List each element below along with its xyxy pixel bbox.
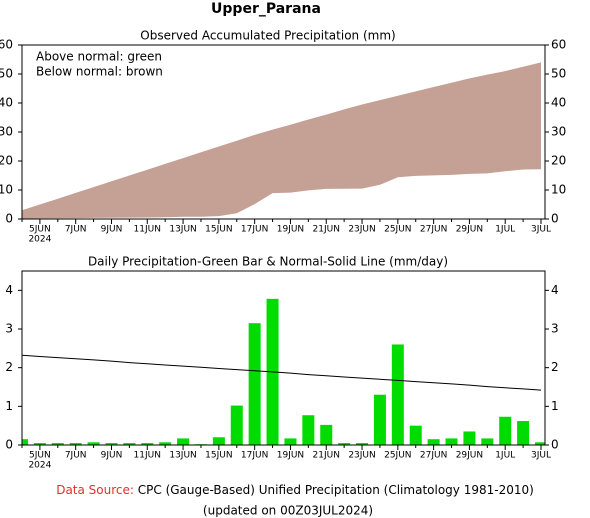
annotation: Above normal: green bbox=[36, 50, 162, 64]
y2-tick-label: 50 bbox=[551, 67, 566, 81]
bar bbox=[284, 438, 297, 445]
normal-line bbox=[21, 354, 542, 391]
x-tick-label: 27JUN bbox=[420, 451, 447, 461]
x-tick-label: 29JUN bbox=[456, 451, 483, 461]
x-tick-label: 19JUN bbox=[277, 225, 304, 235]
bar bbox=[535, 442, 545, 445]
main-title: Upper_Parana bbox=[211, 1, 321, 17]
bar bbox=[427, 439, 440, 445]
x-tick-label: 23JUN bbox=[348, 451, 375, 461]
x-tick-label: 15JUN bbox=[205, 225, 232, 235]
y2-tick-label: 20 bbox=[551, 154, 566, 168]
y-tick-label: 40 bbox=[0, 96, 13, 110]
x-tick-label: 3JUL bbox=[531, 225, 551, 235]
bar bbox=[373, 394, 386, 445]
annotation: Below normal: brown bbox=[36, 65, 163, 79]
bar bbox=[177, 438, 190, 445]
y-tick-label: 60 bbox=[0, 38, 13, 52]
plot-frame bbox=[21, 270, 546, 446]
y2-tick-label: 0 bbox=[551, 212, 559, 226]
y-tick-label: 20 bbox=[0, 154, 13, 168]
x-tick-label: 17JUN bbox=[241, 225, 268, 235]
bar bbox=[499, 416, 512, 445]
bar bbox=[212, 437, 225, 445]
y2-tick-label: 2 bbox=[551, 360, 559, 374]
bar bbox=[338, 443, 351, 445]
x-tick-label: 23JUN bbox=[348, 225, 375, 235]
bar bbox=[230, 405, 243, 445]
bar bbox=[302, 415, 315, 445]
bar bbox=[159, 442, 172, 445]
y-tick-label: 4 bbox=[5, 283, 13, 297]
bar bbox=[409, 425, 422, 445]
x-tick-label: 19JUN bbox=[277, 451, 304, 461]
bar bbox=[391, 344, 404, 445]
x-tick-label: 7JUN bbox=[65, 225, 87, 235]
y2-tick-label: 30 bbox=[551, 125, 566, 139]
year-label: 2024 bbox=[28, 235, 51, 245]
x-tick-label: 11JUN bbox=[134, 225, 161, 235]
y-tick-label: 30 bbox=[0, 125, 13, 139]
y2-tick-label: 3 bbox=[551, 322, 559, 336]
bar bbox=[320, 424, 333, 445]
bar bbox=[445, 438, 458, 445]
y2-tick-label: 60 bbox=[551, 38, 566, 52]
x-tick-label: 13JUN bbox=[169, 451, 196, 461]
x-tick-label: 15JUN bbox=[205, 451, 232, 461]
bar bbox=[33, 443, 46, 445]
bar bbox=[105, 443, 118, 445]
bar bbox=[248, 323, 261, 445]
below-normal-area bbox=[22, 62, 541, 219]
y-tick-label: 2 bbox=[5, 360, 13, 374]
x-tick-label: 11JUN bbox=[134, 451, 161, 461]
bar bbox=[356, 443, 369, 445]
x-tick-label: 25JUN bbox=[384, 225, 411, 235]
x-tick-label: 5JUN bbox=[29, 225, 51, 235]
x-tick-label: 1JUL bbox=[495, 225, 515, 235]
source-line: Data Source: CPC (Gauge-Based) Unified P… bbox=[56, 483, 534, 497]
y-tick-label: 0 bbox=[5, 438, 13, 452]
x-tick-label: 9JUN bbox=[101, 451, 123, 461]
y-tick-label: 50 bbox=[0, 67, 13, 81]
x-tick-label: 21JUN bbox=[313, 225, 340, 235]
x-tick-label: 17JUN bbox=[241, 451, 268, 461]
y-tick-label: 10 bbox=[0, 183, 13, 197]
updated: (updated on 00Z03JUL2024) bbox=[203, 504, 373, 518]
source-label: Data Source: bbox=[56, 483, 134, 497]
y2-tick-label: 4 bbox=[551, 283, 559, 297]
bar bbox=[69, 443, 82, 445]
source: CPC (Gauge-Based) Unified Precipitation … bbox=[138, 483, 534, 497]
x-tick-label: 21JUN bbox=[313, 451, 340, 461]
y2-tick-label: 0 bbox=[551, 438, 559, 452]
x-tick-label: 25JUN bbox=[384, 451, 411, 461]
chart-title: Observed Accumulated Precipitation (mm) bbox=[140, 29, 395, 43]
year-label: 2024 bbox=[28, 461, 51, 471]
bar bbox=[123, 443, 136, 445]
bar bbox=[141, 443, 154, 445]
y2-tick-label: 10 bbox=[551, 183, 566, 197]
y-tick-label: 3 bbox=[5, 322, 13, 336]
y-tick-label: 1 bbox=[5, 399, 13, 413]
y-tick-label: 0 bbox=[5, 212, 13, 226]
y2-tick-label: 40 bbox=[551, 96, 566, 110]
chart-title: Daily Precipitation-Green Bar & Normal-S… bbox=[88, 255, 448, 269]
bar bbox=[51, 443, 64, 445]
x-tick-label: 29JUN bbox=[456, 225, 483, 235]
x-tick-label: 9JUN bbox=[101, 225, 123, 235]
x-tick-label: 27JUN bbox=[420, 225, 447, 235]
bar bbox=[22, 439, 28, 445]
bar bbox=[87, 442, 100, 445]
y2-tick-label: 1 bbox=[551, 399, 559, 413]
x-tick-label: 13JUN bbox=[169, 225, 196, 235]
x-tick-label: 5JUN bbox=[29, 451, 51, 461]
bar bbox=[463, 431, 476, 445]
bar bbox=[481, 438, 494, 445]
x-tick-label: 1JUL bbox=[495, 451, 515, 461]
bar bbox=[517, 421, 530, 445]
x-tick-label: 3JUL bbox=[531, 451, 551, 461]
x-tick-label: 7JUN bbox=[65, 451, 87, 461]
